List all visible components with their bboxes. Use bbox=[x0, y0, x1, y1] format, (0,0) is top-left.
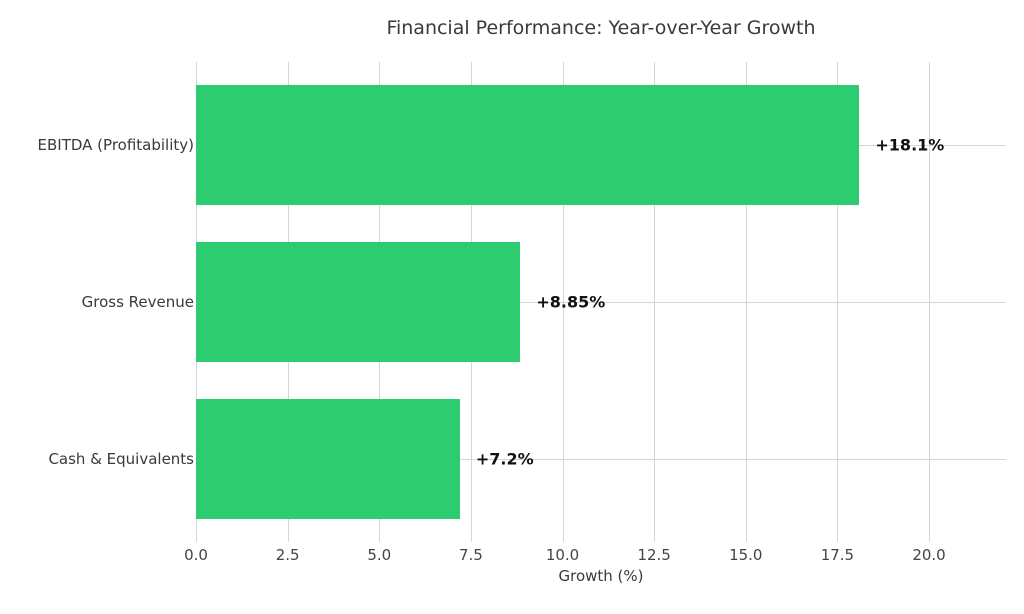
bar bbox=[196, 399, 460, 520]
chart-title: Financial Performance: Year-over-Year Gr… bbox=[386, 17, 816, 39]
x-tick-label: 20.0 bbox=[912, 546, 946, 564]
plot-area bbox=[196, 62, 1006, 542]
x-tick-label: 12.5 bbox=[637, 546, 671, 564]
bar bbox=[196, 84, 860, 205]
category-label: Gross Revenue bbox=[81, 293, 194, 311]
x-axis-label: Growth (%) bbox=[558, 567, 644, 585]
gridline-horizontal bbox=[196, 302, 1006, 303]
x-tick-label: 15.0 bbox=[729, 546, 763, 564]
x-tick-label: 5.0 bbox=[367, 546, 392, 564]
x-tick-label: 10.0 bbox=[545, 546, 580, 564]
x-tick-label: 0.0 bbox=[184, 546, 208, 564]
category-label: Cash & Equivalents bbox=[48, 450, 194, 469]
bar bbox=[196, 242, 521, 362]
x-tick-label: 2.5 bbox=[275, 546, 300, 564]
x-tick-label: 7.5 bbox=[458, 546, 483, 564]
category-label: EBITDA (Profitability) bbox=[37, 135, 194, 154]
x-tick-label: 17.5 bbox=[820, 546, 855, 564]
gridline-horizontal bbox=[196, 459, 1006, 461]
value-label: +18.1% bbox=[875, 135, 945, 155]
value-label: +8.85% bbox=[536, 292, 606, 312]
value-label: +7.2% bbox=[475, 449, 534, 469]
